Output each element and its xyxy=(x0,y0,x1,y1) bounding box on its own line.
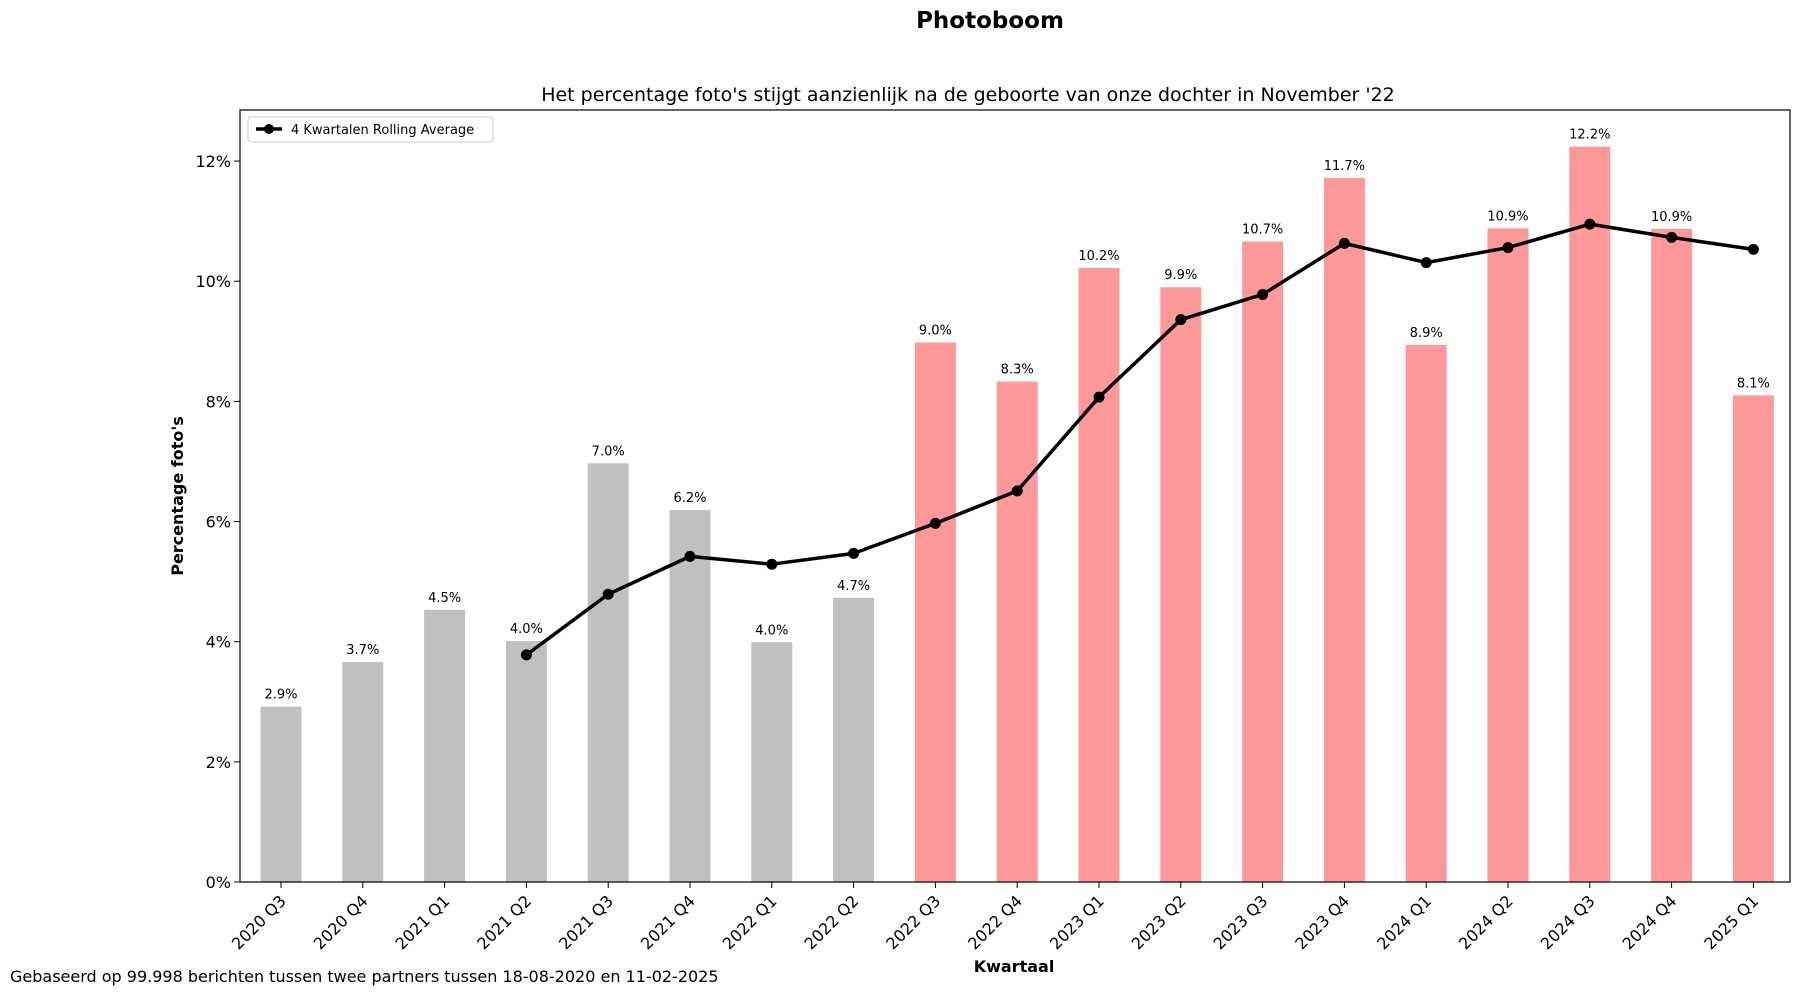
rolling-average-point xyxy=(602,588,614,600)
rolling-average-point xyxy=(1584,218,1596,230)
bar xyxy=(1569,146,1611,883)
bar xyxy=(505,641,547,882)
x-tick-label: 2023 Q3 xyxy=(1210,891,1272,953)
x-tick-label: 2021 Q2 xyxy=(473,891,535,953)
bar-value-label: 7.0% xyxy=(592,444,625,459)
bar xyxy=(1405,344,1447,882)
legend-box xyxy=(247,116,494,143)
bar xyxy=(996,381,1038,882)
bar xyxy=(1323,177,1365,882)
rolling-average-point xyxy=(684,550,696,562)
bar-value-label: 6.2% xyxy=(673,491,706,506)
chart-title: Het percentage foto's stijgt aanzienlijk… xyxy=(541,84,1395,106)
bar xyxy=(260,706,302,882)
rolling-average-point xyxy=(766,558,778,570)
figure-title: Photoboom xyxy=(916,8,1064,34)
x-tick-label: 2023 Q4 xyxy=(1291,891,1353,953)
x-axis-label: Kwartaal xyxy=(974,957,1055,976)
x-tick-label: 2024 Q1 xyxy=(1373,891,1435,953)
bar-value-label: 8.9% xyxy=(1410,326,1443,341)
y-tick-label: 4% xyxy=(206,633,231,652)
x-tick-label: 2021 Q3 xyxy=(555,891,617,953)
rolling-average-point xyxy=(1666,231,1678,243)
bar-value-label: 9.0% xyxy=(919,324,952,339)
x-tick-label: 2024 Q4 xyxy=(1619,891,1681,953)
bar-value-label: 12.2% xyxy=(1569,128,1610,143)
x-tick-label: 2024 Q3 xyxy=(1537,891,1599,953)
y-axis-label: Percentage foto's xyxy=(168,416,187,576)
rolling-average-point xyxy=(1338,237,1350,249)
plot-frame xyxy=(239,109,1791,883)
bar-value-label: 10.9% xyxy=(1651,210,1692,225)
bar xyxy=(1732,395,1774,882)
rolling-average-point xyxy=(1420,257,1432,269)
x-tick-label: 2020 Q4 xyxy=(310,891,372,953)
x-tick-label: 2022 Q2 xyxy=(801,891,863,953)
x-axis-ticks: 2020 Q3 2020 Q4 2021 Q1 2021 Q2 2021 Q3 2021 … xyxy=(228,882,1762,953)
bar xyxy=(833,597,875,882)
y-tick-label: 8% xyxy=(206,392,231,411)
bar-value-label: 8.1% xyxy=(1737,376,1770,391)
y-tick-label: 2% xyxy=(206,753,231,772)
bar-value-label: 4.0% xyxy=(755,623,788,638)
bar xyxy=(1242,241,1284,882)
x-tick-label: 2022 Q1 xyxy=(719,891,781,953)
bars xyxy=(260,146,1774,883)
x-tick-label: 2022 Q4 xyxy=(964,891,1026,953)
rolling-average-point xyxy=(1175,314,1187,326)
bar xyxy=(1078,268,1120,883)
legend-label: 4 Kwartalen Rolling Average xyxy=(291,123,474,138)
bar-value-label: 8.3% xyxy=(1001,363,1034,378)
bar-value-label: 10.9% xyxy=(1487,209,1528,224)
bar xyxy=(1487,228,1529,883)
bar-value-label: 4.7% xyxy=(837,579,870,594)
x-tick-label: 2020 Q3 xyxy=(228,891,290,953)
y-tick-label: 12% xyxy=(195,152,231,171)
rolling-average-point xyxy=(1502,242,1514,254)
rolling-average-path xyxy=(525,222,1754,657)
bar-value-label: 10.2% xyxy=(1078,249,1119,264)
legend-marker xyxy=(264,124,274,134)
bar xyxy=(751,642,793,882)
y-tick-label: 10% xyxy=(195,272,231,291)
bar-value-label: 2.9% xyxy=(264,688,297,703)
y-tick-label: 0% xyxy=(206,873,231,892)
rolling-average-point xyxy=(520,649,532,661)
rolling-average-line xyxy=(520,218,1759,661)
rolling-average-point xyxy=(1093,391,1105,403)
bar-value-label: 9.9% xyxy=(1164,268,1197,283)
bar xyxy=(342,662,384,882)
bar xyxy=(914,342,956,882)
x-tick-label: 2024 Q2 xyxy=(1455,891,1517,953)
x-tick-label: 2021 Q4 xyxy=(637,891,699,953)
bar xyxy=(1651,228,1693,882)
bar-value-label: 10.7% xyxy=(1242,223,1283,238)
bar xyxy=(669,510,711,882)
rolling-average-point xyxy=(1011,485,1023,497)
x-tick-label: 2023 Q2 xyxy=(1128,891,1190,953)
bar-value-label: 3.7% xyxy=(346,643,379,658)
legend: 4 Kwartalen Rolling Average xyxy=(247,116,494,143)
bar xyxy=(1160,287,1202,882)
bar-value-label: 11.7% xyxy=(1324,159,1365,174)
rolling-average-point xyxy=(848,547,860,559)
x-tick-label: 2023 Q1 xyxy=(1046,891,1108,953)
y-axis-ticks: 0% 2% 4% 6% 8% 10% 12% xyxy=(195,152,240,892)
bar-value-label: 4.0% xyxy=(510,622,543,637)
bar xyxy=(587,463,629,882)
x-tick-label: 2022 Q3 xyxy=(882,891,944,953)
x-tick-label: 2025 Q1 xyxy=(1700,891,1762,953)
rolling-average-point xyxy=(1257,288,1269,300)
x-tick-label: 2021 Q1 xyxy=(392,891,454,953)
rolling-average-point xyxy=(929,517,941,529)
bar-value-labels: 2.9% 3.7% 4.5% 4.0% 7.0% 6.2% 4.0% 4.7% 9.0% 8.3%… xyxy=(264,128,1769,703)
bar xyxy=(424,609,466,882)
rolling-average-point xyxy=(1747,243,1759,255)
y-tick-label: 6% xyxy=(206,513,231,532)
bar-value-label: 4.5% xyxy=(428,591,461,606)
footnote: Gebaseerd op 99.998 berichten tussen twe… xyxy=(10,967,719,986)
